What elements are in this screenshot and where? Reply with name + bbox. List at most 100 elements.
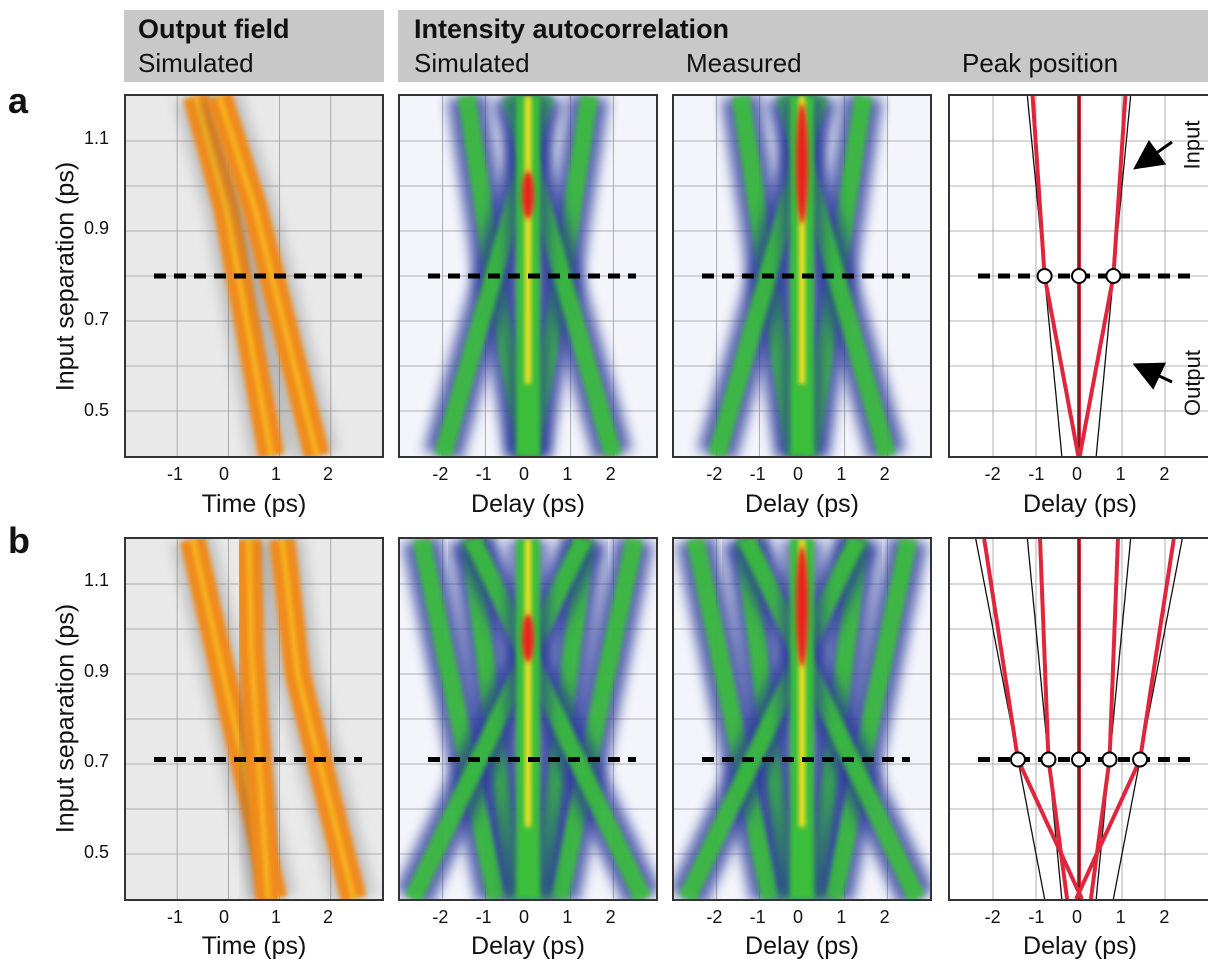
xtick-label: -1 [1028, 907, 1045, 927]
auto-center-red [522, 171, 534, 219]
xtick-label: 2 [879, 907, 890, 927]
auto-green-2 [412, 539, 506, 899]
auto-center-yellow [799, 539, 805, 827]
xtick-label: -2 [984, 907, 1001, 927]
peak-marker-4 [1132, 751, 1149, 768]
peak-marker-2 [1071, 751, 1087, 768]
xtick-label: -2 [984, 464, 1001, 484]
output-curve-2 [1088, 539, 1120, 899]
panel-a-autocorr-simulated [398, 94, 658, 458]
xtick-label: 1 [271, 464, 282, 484]
xlabel-a-delay-meas: Delay (ps) [745, 490, 859, 518]
y-axis-label-a: Input separation (ps) [51, 161, 80, 392]
auto-green-4 [404, 539, 592, 899]
annotation-input: Input [1179, 120, 1205, 170]
xlabel-a-delay-peak: Delay (ps) [1023, 490, 1137, 518]
svg-a-sim [400, 96, 656, 456]
auto-green-5 [738, 539, 926, 899]
xtick-label: 0 [519, 464, 530, 484]
output-curve-3 [1074, 539, 1176, 899]
auto-center-yellow [525, 539, 531, 827]
ytick-b-0.9: 0.9 [84, 661, 110, 681]
ytick-a-1.1: 1.1 [84, 128, 110, 148]
output-curve-1 [1038, 539, 1070, 899]
svg-b-peak [950, 539, 1208, 899]
xtick-label: 1 [562, 464, 573, 484]
svg-b-sim [400, 539, 656, 899]
row-label-a: a [8, 80, 29, 121]
panel-b-output-field [124, 537, 384, 901]
xtick-label: 0 [793, 464, 804, 484]
xtick-label: -1 [167, 464, 184, 484]
xtick-label: 0 [219, 464, 230, 484]
annotation-output: Output [1180, 349, 1206, 417]
xtick-label: 0 [1072, 907, 1083, 927]
svg-a-field [126, 96, 382, 456]
xtick-label: -1 [475, 907, 492, 927]
xtick-label: -1 [475, 464, 492, 484]
header-output-field-title: Output field [138, 14, 290, 44]
panel-b-peak-position [948, 537, 1208, 901]
row-label-b: b [8, 520, 30, 561]
xtick-label: 0 [793, 907, 804, 927]
xlabel-a-time: Time (ps) [201, 490, 307, 518]
xlabel-a-delay-sim: Delay (ps) [471, 490, 585, 518]
xtick-label: 1 [1115, 907, 1126, 927]
xtick-label: 2 [323, 907, 334, 927]
xtick-label: -2 [706, 907, 723, 927]
ytick-a-0.7: 0.7 [84, 309, 110, 329]
xtick-label: 0 [519, 907, 530, 927]
xtick-label: -1 [1028, 464, 1045, 484]
peak-marker-0 [1036, 268, 1053, 284]
xtick-label: 2 [605, 907, 616, 927]
panel-a-output-field [124, 94, 384, 458]
header-intensity-title: Intensity autocorrelation [414, 14, 730, 44]
xtick-label: -1 [167, 907, 184, 927]
auto-green-2 [686, 539, 780, 899]
svg-a-meas [674, 96, 930, 456]
auto-green-4 [678, 539, 866, 899]
auto-center-yellow [799, 96, 805, 384]
xtick-label: 0 [219, 907, 230, 927]
xtick-label: 1 [562, 907, 573, 927]
svg-b-meas [674, 539, 930, 899]
peak-marker-3 [1101, 751, 1118, 768]
header-output-field-sub: Simulated [138, 48, 254, 78]
auto-center-red [522, 614, 534, 662]
header-intensity [398, 10, 1208, 82]
peak-marker-0 [1009, 751, 1026, 768]
auto-green-5 [464, 539, 652, 899]
arrow-output [1132, 362, 1173, 390]
ytick-b-1.1: 1.1 [84, 570, 110, 590]
panel-b-autocorr-simulated [398, 537, 658, 901]
xtick-label: 2 [1159, 464, 1170, 484]
xtick-label: 2 [605, 464, 616, 484]
svg-a-peak [950, 96, 1208, 456]
panel-a-autocorr-measured [672, 94, 932, 458]
arrow-input [1133, 139, 1173, 170]
xtick-label: 0 [1072, 464, 1083, 484]
svg-b-field [126, 539, 382, 899]
xlabel-b-delay-sim: Delay (ps) [471, 932, 585, 960]
xtick-label: -2 [432, 464, 449, 484]
peak-marker-1 [1071, 268, 1087, 284]
xlabel-b-delay-meas: Delay (ps) [745, 932, 859, 960]
header-sub-simulated: Simulated [414, 48, 530, 78]
ytick-a-0.9: 0.9 [84, 218, 110, 238]
peak-marker-2 [1105, 268, 1122, 284]
auto-center-red [796, 546, 808, 667]
header-sub-peak: Peak position [962, 48, 1119, 78]
y-axis-label-b: Input separation (ps) [51, 603, 80, 834]
xtick-label: -2 [706, 464, 723, 484]
xtick-label: -1 [749, 464, 766, 484]
field-core-1 [216, 96, 320, 456]
xlabel-b-time: Time (ps) [201, 932, 307, 960]
ytick-a-0.5: 0.5 [84, 400, 110, 420]
xtick-label: 2 [879, 464, 890, 484]
xtick-label: 1 [836, 907, 847, 927]
ytick-b-0.5: 0.5 [84, 842, 110, 862]
field-core-1 [246, 539, 271, 899]
xtick-label: -2 [432, 907, 449, 927]
output-curve-0 [982, 539, 1084, 899]
xtick-label: 1 [271, 907, 282, 927]
